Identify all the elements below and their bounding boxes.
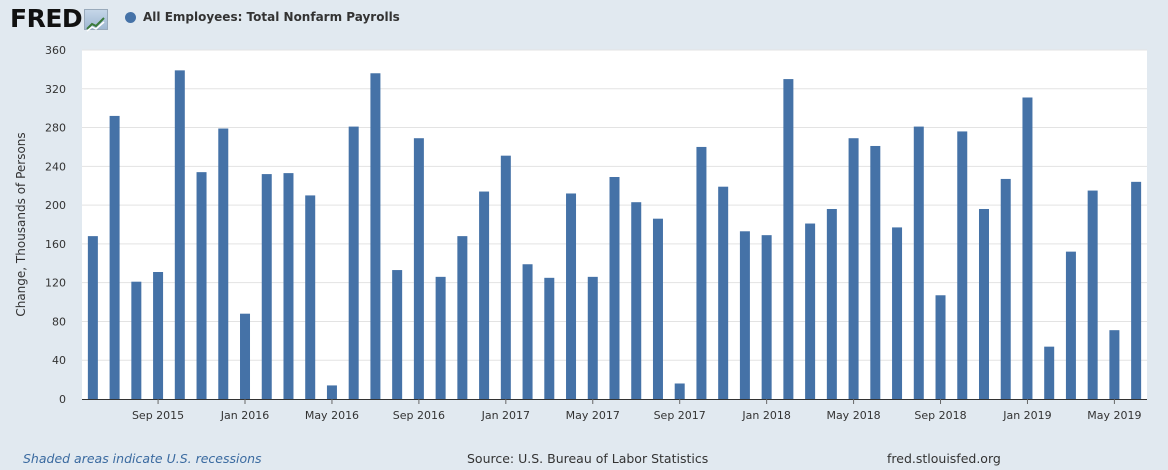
- bar: Nov 2016: 168: [457, 236, 468, 399]
- bar: Sep 2015: 131: [153, 272, 164, 399]
- fred-logo[interactable]: FRED: [10, 4, 109, 33]
- bar: Mar 2017: 125: [544, 277, 555, 399]
- bar: Feb 2016: 232: [261, 174, 272, 399]
- bar: May 2018: 269: [848, 138, 859, 399]
- x-tick-label: Jan 2018: [741, 409, 790, 422]
- site-link[interactable]: fred.stlouisfed.org: [887, 451, 1001, 466]
- bar: Oct 2017: 260: [696, 146, 707, 399]
- bar: Sep 2016: 269: [413, 138, 424, 399]
- bar: Jul 2015: 292: [109, 115, 120, 399]
- y-tick-label: 120: [45, 277, 66, 290]
- bar: Jul 2017: 203: [631, 202, 642, 399]
- chart-legend[interactable]: All Employees: Total Nonfarm Payrolls: [125, 10, 400, 24]
- bar: Sep 2018: 107: [935, 295, 946, 399]
- x-tick-label: Sep 2018: [914, 409, 966, 422]
- bar: Jan 2016: 88: [240, 313, 251, 399]
- bar: Nov 2017: 219: [718, 186, 729, 399]
- source-note: Source: U.S. Bureau of Labor Statistics: [467, 451, 709, 466]
- x-tick-label: May 2016: [305, 409, 359, 422]
- y-tick-label: 40: [52, 354, 66, 367]
- bar: Feb 2017: 139: [522, 264, 533, 399]
- bar: Feb 2019: 54: [1044, 346, 1055, 399]
- bar: May 2016: 14: [326, 385, 337, 399]
- bar: Apr 2019: 215: [1087, 190, 1098, 399]
- bar: Oct 2016: 126: [435, 276, 446, 399]
- x-tick-label: Sep 2016: [393, 409, 445, 422]
- bar: Aug 2018: 281: [913, 126, 924, 399]
- x-tick-label: May 2018: [826, 409, 880, 422]
- bar: May 2019: 71: [1109, 330, 1120, 399]
- bar: Mar 2016: 233: [283, 173, 294, 399]
- logo-text: FRED: [10, 4, 83, 33]
- bar: Dec 2015: 279: [218, 128, 229, 399]
- x-tick-label: Jan 2019: [1002, 409, 1051, 422]
- x-tick-label: Jan 2016: [220, 409, 269, 422]
- bar: Sep 2017: 16: [674, 383, 685, 399]
- x-tick-label: Sep 2017: [654, 409, 706, 422]
- bar: Aug 2017: 186: [652, 218, 663, 399]
- x-tick-label: May 2017: [566, 409, 620, 422]
- y-tick-label: 240: [45, 160, 66, 173]
- x-tick-label: May 2019: [1087, 409, 1141, 422]
- bar: Mar 2018: 181: [805, 223, 816, 399]
- chart-line-icon: [84, 9, 109, 32]
- bar: Apr 2017: 212: [566, 193, 577, 399]
- bar: Apr 2018: 196: [826, 208, 837, 399]
- bar: Dec 2018: 227: [1000, 178, 1011, 399]
- y-tick-label: 80: [52, 315, 66, 328]
- bar: Oct 2018: 276: [957, 131, 968, 399]
- bar: Dec 2017: 173: [739, 231, 750, 399]
- bar: Dec 2016: 214: [479, 191, 490, 399]
- legend-marker-icon: [125, 11, 136, 23]
- bar: Apr 2016: 210: [305, 195, 316, 399]
- x-tick-label: Sep 2015: [132, 409, 184, 422]
- bar: Jun 2019: 224: [1131, 181, 1142, 399]
- bar: Jun 2016: 281: [348, 126, 359, 399]
- y-tick-label: 160: [45, 238, 66, 251]
- y-tick-label: 360: [45, 44, 66, 57]
- y-tick-label: 280: [45, 122, 66, 135]
- bar: Jul 2016: 336: [370, 73, 381, 400]
- bar: Oct 2015: 339: [174, 70, 185, 399]
- bar: Feb 2018: 330: [783, 79, 794, 399]
- bar: May 2017: 126: [587, 276, 598, 399]
- bar: Jul 2018: 177: [892, 227, 903, 399]
- bar: Nov 2015: 234: [196, 172, 207, 399]
- recession-note: Shaded areas indicate U.S. recessions: [23, 451, 262, 466]
- bar: Jun 2017: 229: [609, 176, 620, 399]
- legend-series-title: All Employees: Total Nonfarm Payrolls: [143, 10, 400, 24]
- bar: Mar 2019: 152: [1065, 251, 1076, 399]
- bar: Aug 2016: 133: [392, 270, 403, 399]
- y-tick-label: 200: [45, 199, 66, 212]
- x-tick-label: Jan 2017: [481, 409, 530, 422]
- bar: Jan 2019: 311: [1022, 97, 1033, 399]
- bar: Jun 2015: 168: [87, 236, 98, 399]
- bar: Aug 2015: 121: [131, 281, 142, 399]
- bar: Jun 2018: 261: [870, 145, 881, 399]
- y-axis-title: Change, Thousands of Persons: [14, 132, 28, 316]
- bar: Jan 2018: 169: [761, 235, 772, 399]
- bar: Nov 2018: 196: [978, 208, 989, 399]
- y-tick-label: 0: [59, 393, 66, 406]
- bar: Jan 2017: 251: [500, 155, 511, 399]
- y-tick-label: 320: [45, 83, 66, 96]
